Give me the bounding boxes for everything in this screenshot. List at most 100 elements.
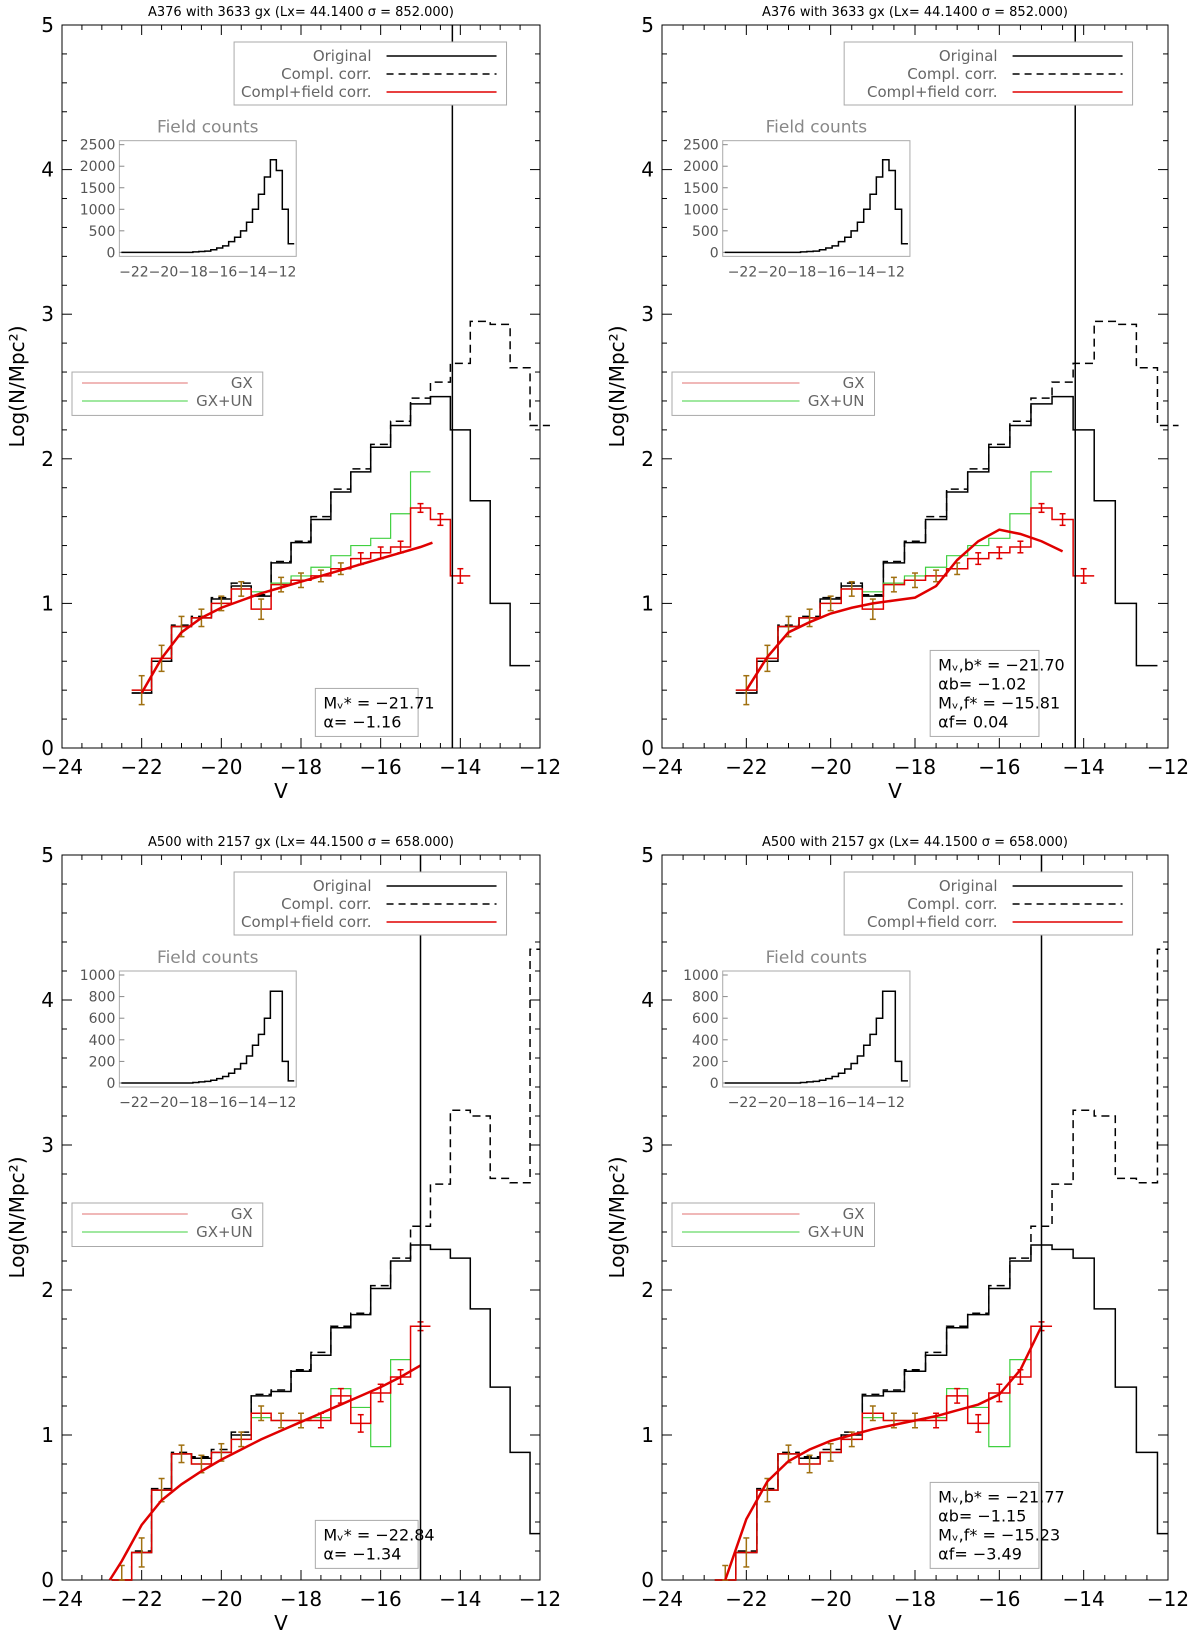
inset-y-tick-label: 2000: [683, 159, 719, 175]
chart-title: A376 with 3633 gx (Lx= 44.1400 σ = 852.0…: [762, 5, 1068, 20]
y-tick-label: 5: [641, 843, 654, 867]
inset-y-tick-label: 800: [89, 990, 116, 1006]
y-axis-label: Log(N/Mpc²): [5, 1157, 29, 1279]
fit-param: Mᵥ,f* = −15.81: [938, 693, 1060, 712]
x-tick-label: −24: [641, 755, 683, 779]
inset-y-tick-label: 400: [89, 1033, 116, 1049]
x-tick-label: −22: [725, 755, 767, 779]
inset-frame: [118, 970, 297, 1088]
legend-box: [843, 41, 1134, 106]
fit-param: Mᵥ,f* = −15.23: [938, 1525, 1060, 1544]
x-tick-label: −24: [41, 755, 83, 779]
fit-param: Mᵥ* = −22.84: [323, 1525, 434, 1544]
y-tick-label: 4: [641, 158, 654, 182]
panel-4: A500 with 2157 gx (Lx= 44.1500 σ = 658.0…: [605, 835, 1189, 1635]
chart-title: A500 with 2157 gx (Lx= 44.1500 σ = 658.0…: [762, 835, 1068, 850]
y-tick-label: 1: [641, 1423, 654, 1447]
legend-label: Compl+field corr.: [241, 913, 372, 931]
panel-2: A376 with 3633 gx (Lx= 44.1400 σ = 852.0…: [605, 5, 1189, 803]
y-tick-label: 4: [641, 988, 654, 1012]
fit-param: αf= −3.49: [938, 1544, 1022, 1563]
inset-y-tick-label: 1000: [80, 968, 116, 984]
x-tick-label: −12: [1147, 1587, 1189, 1611]
inset-y-tick-label: 500: [89, 224, 116, 240]
inset-x-tick-labels: −22−20−18−16−14−12: [728, 264, 905, 280]
y-tick-label: 2: [641, 447, 654, 471]
fit-param: Mᵥ* = −21.71: [323, 693, 434, 712]
y-tick-label: 0: [641, 736, 654, 760]
inset-field-counts: Field counts 2500 2000 1500 1000 500 0 −22−20−1…: [683, 118, 911, 280]
inset-x-tick-labels: −22−20−18−16−14−12: [119, 1095, 296, 1111]
x-axis-label: V: [274, 779, 288, 803]
y-axis-label: Log(N/Mpc²): [605, 326, 629, 448]
y-tick-label: 0: [641, 1568, 654, 1592]
inset-field-counts: Field counts 1000 800 600 400 200 0−22−20−18−1…: [80, 948, 297, 1111]
legend2-box: [671, 1202, 876, 1247]
x-tick-label: −22: [121, 755, 163, 779]
fit-param: α= −1.16: [323, 712, 401, 731]
inset-title: Field counts: [157, 948, 259, 968]
x-tick-label: −12: [519, 755, 561, 779]
legend-label: Original: [313, 877, 372, 895]
fit-param: αf= 0.04: [938, 712, 1008, 731]
y-tick-label: 4: [41, 158, 54, 182]
y-tick-label: 1: [41, 1423, 54, 1447]
x-axis-label: V: [888, 779, 902, 803]
legend-label: Original: [313, 47, 372, 65]
legend2-box: [71, 1202, 264, 1247]
x-tick-label: −16: [360, 755, 402, 779]
y-axis-label: Log(N/Mpc²): [5, 326, 29, 448]
x-tick-label: −24: [41, 1587, 83, 1611]
x-tick-label: −20: [200, 1587, 242, 1611]
fit-curve: [108, 1364, 422, 1581]
inset-y-tick-label: 0: [106, 1076, 115, 1092]
y-tick-label: 5: [41, 13, 54, 37]
legend2-label: GX: [231, 1205, 253, 1223]
fit-param: Mᵥ,b* = −21.70: [938, 655, 1065, 674]
x-tick-label: −14: [1063, 1587, 1105, 1611]
inset-histogram: [121, 990, 295, 1084]
inset-y-tick-label: 600: [89, 1011, 116, 1027]
inset-histogram: [724, 159, 908, 254]
fit-param: αb= −1.15: [938, 1506, 1026, 1525]
x-tick-label: −18: [280, 1587, 322, 1611]
y-tick-label: 0: [41, 1568, 54, 1592]
legend2-label: GX+UN: [196, 392, 253, 410]
x-tick-label: −18: [894, 1587, 936, 1611]
x-tick-label: −22: [121, 1587, 163, 1611]
x-tick-label: −14: [439, 755, 481, 779]
inset-y-tick-label: 200: [89, 1054, 116, 1070]
y-tick-label: 3: [641, 1133, 654, 1157]
legend-label: Compl. corr.: [281, 895, 371, 913]
legend2-label: GX: [231, 374, 253, 392]
x-tick-label: −22: [725, 1587, 767, 1611]
y-tick-label: 5: [641, 13, 654, 37]
fit-curve: [745, 528, 1064, 691]
x-tick-label: −18: [280, 755, 322, 779]
y-tick-label: 2: [41, 447, 54, 471]
x-tick-label: −24: [641, 1587, 683, 1611]
inset-y-tick-label: 1500: [683, 181, 719, 197]
y-tick-label: 1: [41, 591, 54, 615]
legend-label: Compl+field corr.: [241, 83, 372, 101]
inset-title: Field counts: [157, 118, 259, 138]
fit-param: α= −1.34: [323, 1544, 401, 1563]
fit-params-box: [929, 1481, 1040, 1569]
legend2-label: GX: [843, 374, 865, 392]
series-compl-corr: [111, 948, 540, 1581]
inset-y-tick-label: 400: [692, 1033, 719, 1049]
x-axis-label: V: [888, 1611, 902, 1635]
inset-y-tick-label: 1000: [683, 968, 719, 984]
x-tick-label: −16: [978, 755, 1020, 779]
y-tick-label: 5: [41, 843, 54, 867]
inset-y-tick-label: 2500: [80, 138, 116, 154]
legend2-label: GX+UN: [808, 392, 865, 410]
legend-label: Compl+field corr.: [867, 83, 998, 101]
x-tick-label: −16: [360, 1587, 402, 1611]
legend2-label: GX+UN: [196, 1223, 253, 1241]
legend2-box: [71, 371, 264, 416]
inset-y-tick-label: 1500: [80, 181, 116, 197]
x-tick-label: −14: [1063, 755, 1105, 779]
inset-y-tick-label: 1000: [683, 202, 719, 218]
